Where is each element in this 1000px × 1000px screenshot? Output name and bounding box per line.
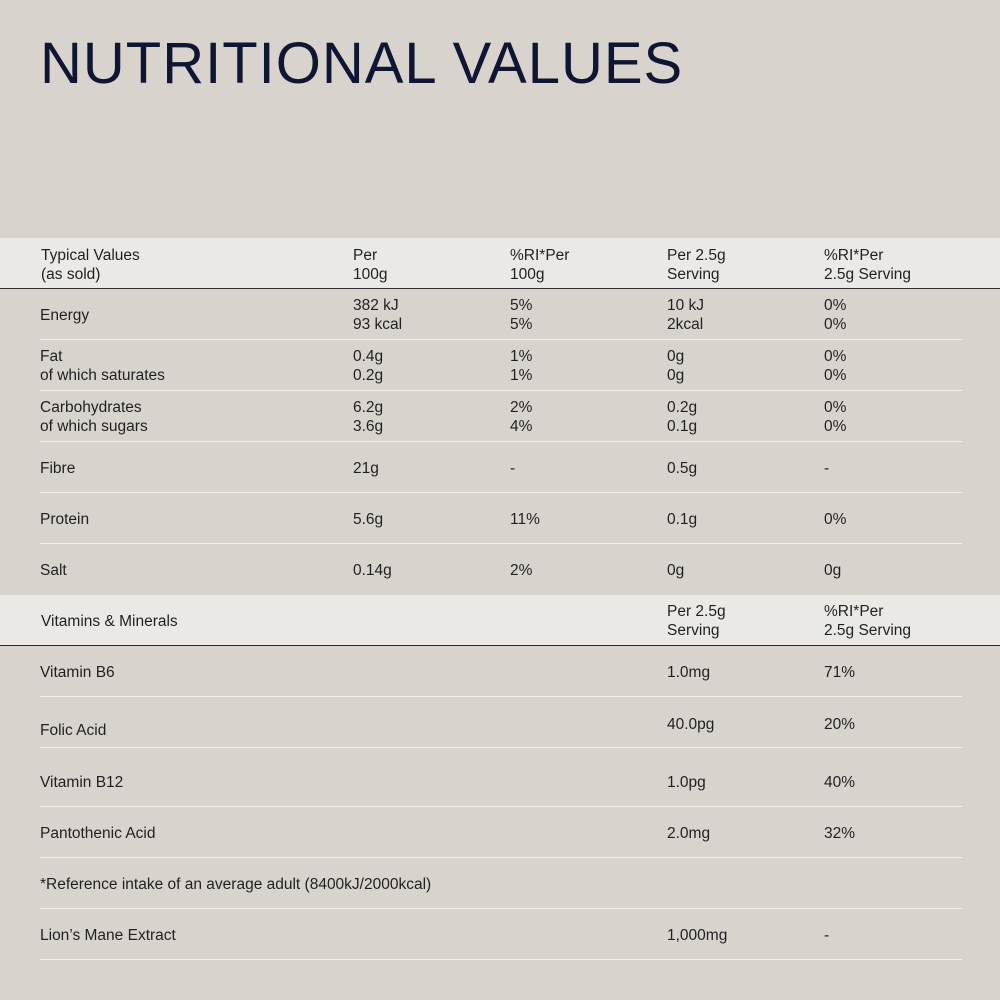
vitamin-per-serving: 40.0pg (667, 716, 715, 733)
vitamin-ri-per-serving: 32% (824, 825, 856, 842)
extract-per-serving: 1,000mg (667, 927, 728, 944)
table-row (40, 697, 962, 748)
header-typical-values: Typical Values (as sold) (41, 247, 140, 283)
nutrient-ri-per-100g: 1% 1% (510, 348, 533, 384)
header-vitamins-minerals: Vitamins & Minerals (41, 613, 178, 630)
extract-name: Lion’s Mane Extract (40, 927, 176, 944)
header-per-serving: Per 2.5g Serving (667, 603, 726, 639)
vitamin-name: Vitamin B6 (40, 664, 115, 681)
vitamins-table-header: Vitamins & Minerals Per 2.5g Serving %RI… (0, 595, 1000, 646)
table-row (40, 340, 962, 391)
vitamin-ri-per-serving: 71% (824, 664, 856, 681)
vitamin-per-serving: 2.0mg (667, 825, 711, 842)
nutrient-per-100g: 382 kJ 93 kcal (353, 297, 403, 333)
header-ri-per-100g: %RI*Per 100g (510, 247, 570, 283)
vitamin-name: Pantothenic Acid (40, 825, 156, 842)
table-row (40, 646, 962, 697)
table-row (40, 807, 962, 858)
vitamin-per-serving: 1.0mg (667, 664, 711, 681)
nutrient-per-100g: 0.4g 0.2g (353, 348, 384, 384)
table-row (40, 748, 962, 807)
nutrient-per-serving: 0.1g (667, 511, 698, 528)
nutrient-ri-per-serving: 0% 0% (824, 348, 847, 384)
nutrient-per-serving: 10 kJ 2kcal (667, 297, 705, 333)
nutrient-name: Fat of which saturates (40, 348, 165, 384)
nutrient-ri-per-100g: 2% 4% (510, 399, 533, 435)
vitamin-name: Folic Acid (40, 722, 107, 739)
nutrient-per-serving: 0g (667, 562, 685, 579)
nutrient-ri-per-serving: 0% 0% (824, 399, 847, 435)
header-ri-per-serving: %RI*Per 2.5g Serving (824, 603, 912, 639)
extract-ri-per-serving: - (824, 927, 830, 944)
nutrient-per-serving: 0.2g 0.1g (667, 399, 698, 435)
vitamin-ri-per-serving: 40% (824, 774, 856, 791)
nutrient-ri-per-serving: 0% (824, 511, 847, 528)
table-row (40, 909, 962, 960)
vitamin-name: Vitamin B12 (40, 774, 124, 791)
table-row (40, 442, 962, 493)
nutrient-per-100g: 21g (353, 460, 379, 477)
nutrient-per-100g: 0.14g (353, 562, 392, 579)
nutrient-per-serving: 0.5g (667, 460, 698, 477)
vitamin-per-serving: 1.0pg (667, 774, 706, 791)
header-ri-per-serving: %RI*Per 2.5g Serving (824, 247, 912, 283)
nutrient-ri-per-100g: 11% (510, 511, 540, 528)
nutrient-per-100g: 6.2g 3.6g (353, 399, 384, 435)
table-row (40, 493, 962, 544)
nutrient-ri-per-serving: 0% 0% (824, 297, 847, 333)
table-row (40, 289, 962, 340)
nutrition-table-header: Typical Values (as sold) Per 100g %RI*Pe… (0, 238, 1000, 289)
nutrient-ri-per-serving: - (824, 460, 830, 477)
table-row (40, 391, 962, 442)
header-per-serving: Per 2.5g Serving (667, 247, 726, 283)
nutrient-name: Carbohydrates of which sugars (40, 399, 148, 435)
footnote: *Reference intake of an average adult (8… (40, 876, 432, 893)
nutrient-name: Energy (40, 307, 90, 324)
nutrient-ri-per-100g: 5% 5% (510, 297, 533, 333)
nutrient-ri-per-100g: - (510, 460, 516, 477)
nutrient-ri-per-100g: 2% (510, 562, 533, 579)
nutrient-name: Salt (40, 562, 67, 579)
vitamin-ri-per-serving: 20% (824, 716, 856, 733)
header-per-100g: Per 100g (353, 247, 388, 283)
nutrient-name: Protein (40, 511, 90, 528)
nutrient-name: Fibre (40, 460, 76, 477)
nutrient-ri-per-serving: 0g (824, 562, 842, 579)
footnote-row (40, 858, 962, 909)
page-title: NUTRITIONAL VALUES (40, 31, 684, 96)
nutrient-per-100g: 5.6g (353, 511, 384, 528)
nutrient-per-serving: 0g 0g (667, 348, 685, 384)
